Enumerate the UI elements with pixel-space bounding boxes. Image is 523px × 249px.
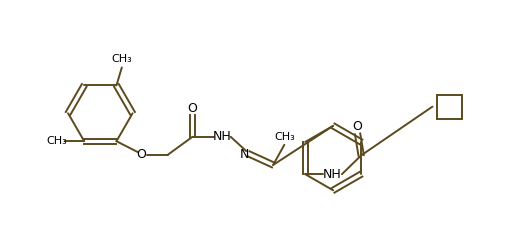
Text: CH₃: CH₃ — [111, 55, 132, 64]
Text: N: N — [240, 148, 249, 161]
Text: NH: NH — [323, 168, 342, 181]
Text: O: O — [188, 102, 198, 115]
Text: O: O — [136, 148, 146, 161]
Text: O: O — [353, 120, 362, 133]
Text: CH₃: CH₃ — [46, 136, 67, 146]
Text: CH₃: CH₃ — [274, 132, 294, 142]
Text: NH: NH — [212, 130, 231, 143]
